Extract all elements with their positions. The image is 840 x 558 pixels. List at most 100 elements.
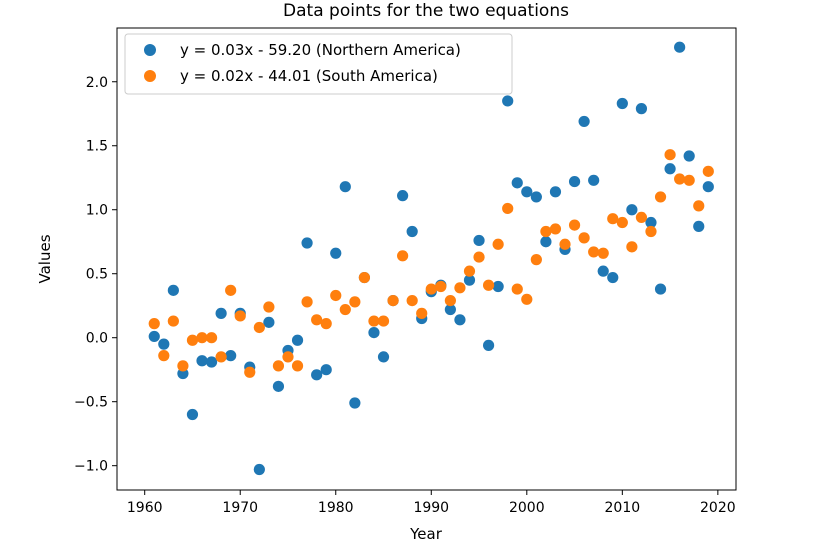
data-point-series-1 bbox=[177, 360, 189, 372]
data-point-series-0 bbox=[626, 204, 638, 216]
data-point-series-1 bbox=[339, 303, 351, 316]
data-point-series-0 bbox=[521, 186, 533, 198]
data-point-series-1 bbox=[215, 351, 227, 363]
data-point-series-1 bbox=[406, 294, 418, 307]
data-point-series-1 bbox=[463, 265, 476, 277]
data-point-series-1 bbox=[530, 254, 542, 266]
data-point-series-0 bbox=[664, 163, 676, 175]
data-point-series-1 bbox=[205, 332, 218, 344]
x-tick-label: 1990 bbox=[413, 500, 449, 516]
data-point-series-0 bbox=[272, 380, 285, 392]
data-point-series-0 bbox=[225, 350, 237, 362]
x-tick-label: 2000 bbox=[509, 500, 545, 516]
data-point-series-1 bbox=[635, 211, 648, 224]
y-tick-label: 0.0 bbox=[86, 331, 108, 347]
axes-frame bbox=[116, 27, 737, 491]
data-point-series-1 bbox=[702, 165, 714, 177]
data-point-series-1 bbox=[521, 293, 533, 305]
data-point-series-0 bbox=[291, 334, 304, 346]
data-point-series-1 bbox=[244, 366, 256, 378]
data-point-series-0 bbox=[502, 95, 514, 107]
y-tick-label: −1.0 bbox=[74, 459, 108, 475]
data-point-series-0 bbox=[454, 314, 466, 326]
data-point-series-1 bbox=[645, 225, 657, 238]
x-tick-label: 1960 bbox=[127, 500, 163, 516]
data-point-series-1 bbox=[320, 318, 332, 330]
data-point-series-0 bbox=[444, 303, 456, 316]
data-point-series-1 bbox=[234, 310, 246, 322]
data-point-series-0 bbox=[482, 339, 495, 351]
data-point-series-0 bbox=[158, 338, 170, 350]
data-point-series-0 bbox=[205, 356, 218, 368]
data-point-series-1 bbox=[607, 213, 619, 225]
data-point-series-1 bbox=[435, 280, 447, 293]
data-point-series-0 bbox=[320, 364, 332, 376]
data-point-series-1 bbox=[272, 360, 285, 372]
data-point-series-1 bbox=[158, 350, 170, 362]
data-point-series-1 bbox=[311, 314, 323, 326]
legend-label-south-america: y = 0.02x - 44.01 (South America) bbox=[180, 67, 438, 85]
y-axis-ticks: −1.0 −0.5 0.0 0.5 1.0 1.5 2.0 bbox=[74, 75, 117, 475]
data-point-series-0 bbox=[167, 284, 179, 296]
data-point-series-1 bbox=[549, 223, 562, 235]
data-point-series-1 bbox=[330, 289, 342, 302]
data-point-series-0 bbox=[549, 186, 562, 198]
data-point-series-1 bbox=[616, 216, 628, 229]
data-point-series-0 bbox=[397, 190, 409, 202]
data-point-series-1 bbox=[588, 246, 600, 258]
legend-box bbox=[124, 33, 513, 95]
data-point-series-1 bbox=[559, 238, 571, 250]
data-point-series-1 bbox=[482, 279, 495, 291]
data-point-series-0 bbox=[339, 181, 351, 193]
data-point-series-1 bbox=[568, 219, 581, 231]
data-point-series-1 bbox=[654, 191, 667, 203]
data-point-series-0 bbox=[674, 41, 686, 53]
x-tick-label: 1970 bbox=[222, 500, 258, 516]
data-point-series-1 bbox=[282, 351, 294, 363]
data-point-series-1 bbox=[368, 315, 380, 327]
data-point-series-0 bbox=[406, 225, 418, 238]
data-point-series-1 bbox=[511, 283, 523, 295]
data-point-series-1 bbox=[167, 315, 179, 327]
data-point-series-1 bbox=[301, 296, 313, 308]
data-point-series-1 bbox=[225, 284, 237, 296]
data-point-series-0 bbox=[196, 355, 208, 367]
data-point-series-1 bbox=[473, 251, 485, 263]
data-point-series-1 bbox=[148, 318, 160, 330]
data-point-series-0 bbox=[377, 351, 390, 363]
data-point-series-0 bbox=[473, 234, 485, 247]
data-point-series-1 bbox=[358, 271, 371, 284]
legend-label-northern-america: y = 0.03x - 59.20 (Northern America) bbox=[180, 41, 461, 59]
data-point-series-1 bbox=[425, 283, 437, 295]
data-point-series-0 bbox=[349, 397, 361, 409]
data-point-series-0 bbox=[511, 177, 523, 189]
data-point-series-0 bbox=[693, 220, 705, 232]
data-point-series-0 bbox=[597, 265, 609, 277]
data-point-series-1 bbox=[626, 241, 638, 253]
data-point-series-0 bbox=[616, 97, 628, 110]
data-point-series-0 bbox=[311, 369, 323, 381]
y-axis-label: Values bbox=[36, 234, 54, 283]
data-point-series-0 bbox=[683, 150, 695, 162]
data-point-series-0 bbox=[607, 271, 619, 284]
y-tick-label: 2.0 bbox=[86, 75, 108, 91]
data-point-series-1 bbox=[578, 232, 590, 244]
data-point-series-1 bbox=[377, 315, 390, 327]
data-point-series-0 bbox=[492, 280, 504, 293]
data-point-series-1 bbox=[387, 294, 399, 307]
data-point-series-1 bbox=[397, 250, 409, 262]
data-point-series-1 bbox=[291, 360, 304, 372]
data-point-series-0 bbox=[588, 174, 600, 186]
data-point-series-1 bbox=[253, 321, 265, 334]
data-point-series-1 bbox=[186, 334, 199, 346]
data-point-series-1 bbox=[444, 294, 456, 307]
data-point-series-1 bbox=[454, 282, 466, 294]
data-point-series-1 bbox=[597, 247, 609, 259]
data-point-series-1 bbox=[674, 173, 686, 185]
y-tick-label: 1.0 bbox=[86, 203, 108, 219]
data-point-series-0 bbox=[463, 274, 476, 286]
data-point-series-0 bbox=[186, 408, 199, 421]
data-point-series-0 bbox=[368, 326, 380, 339]
